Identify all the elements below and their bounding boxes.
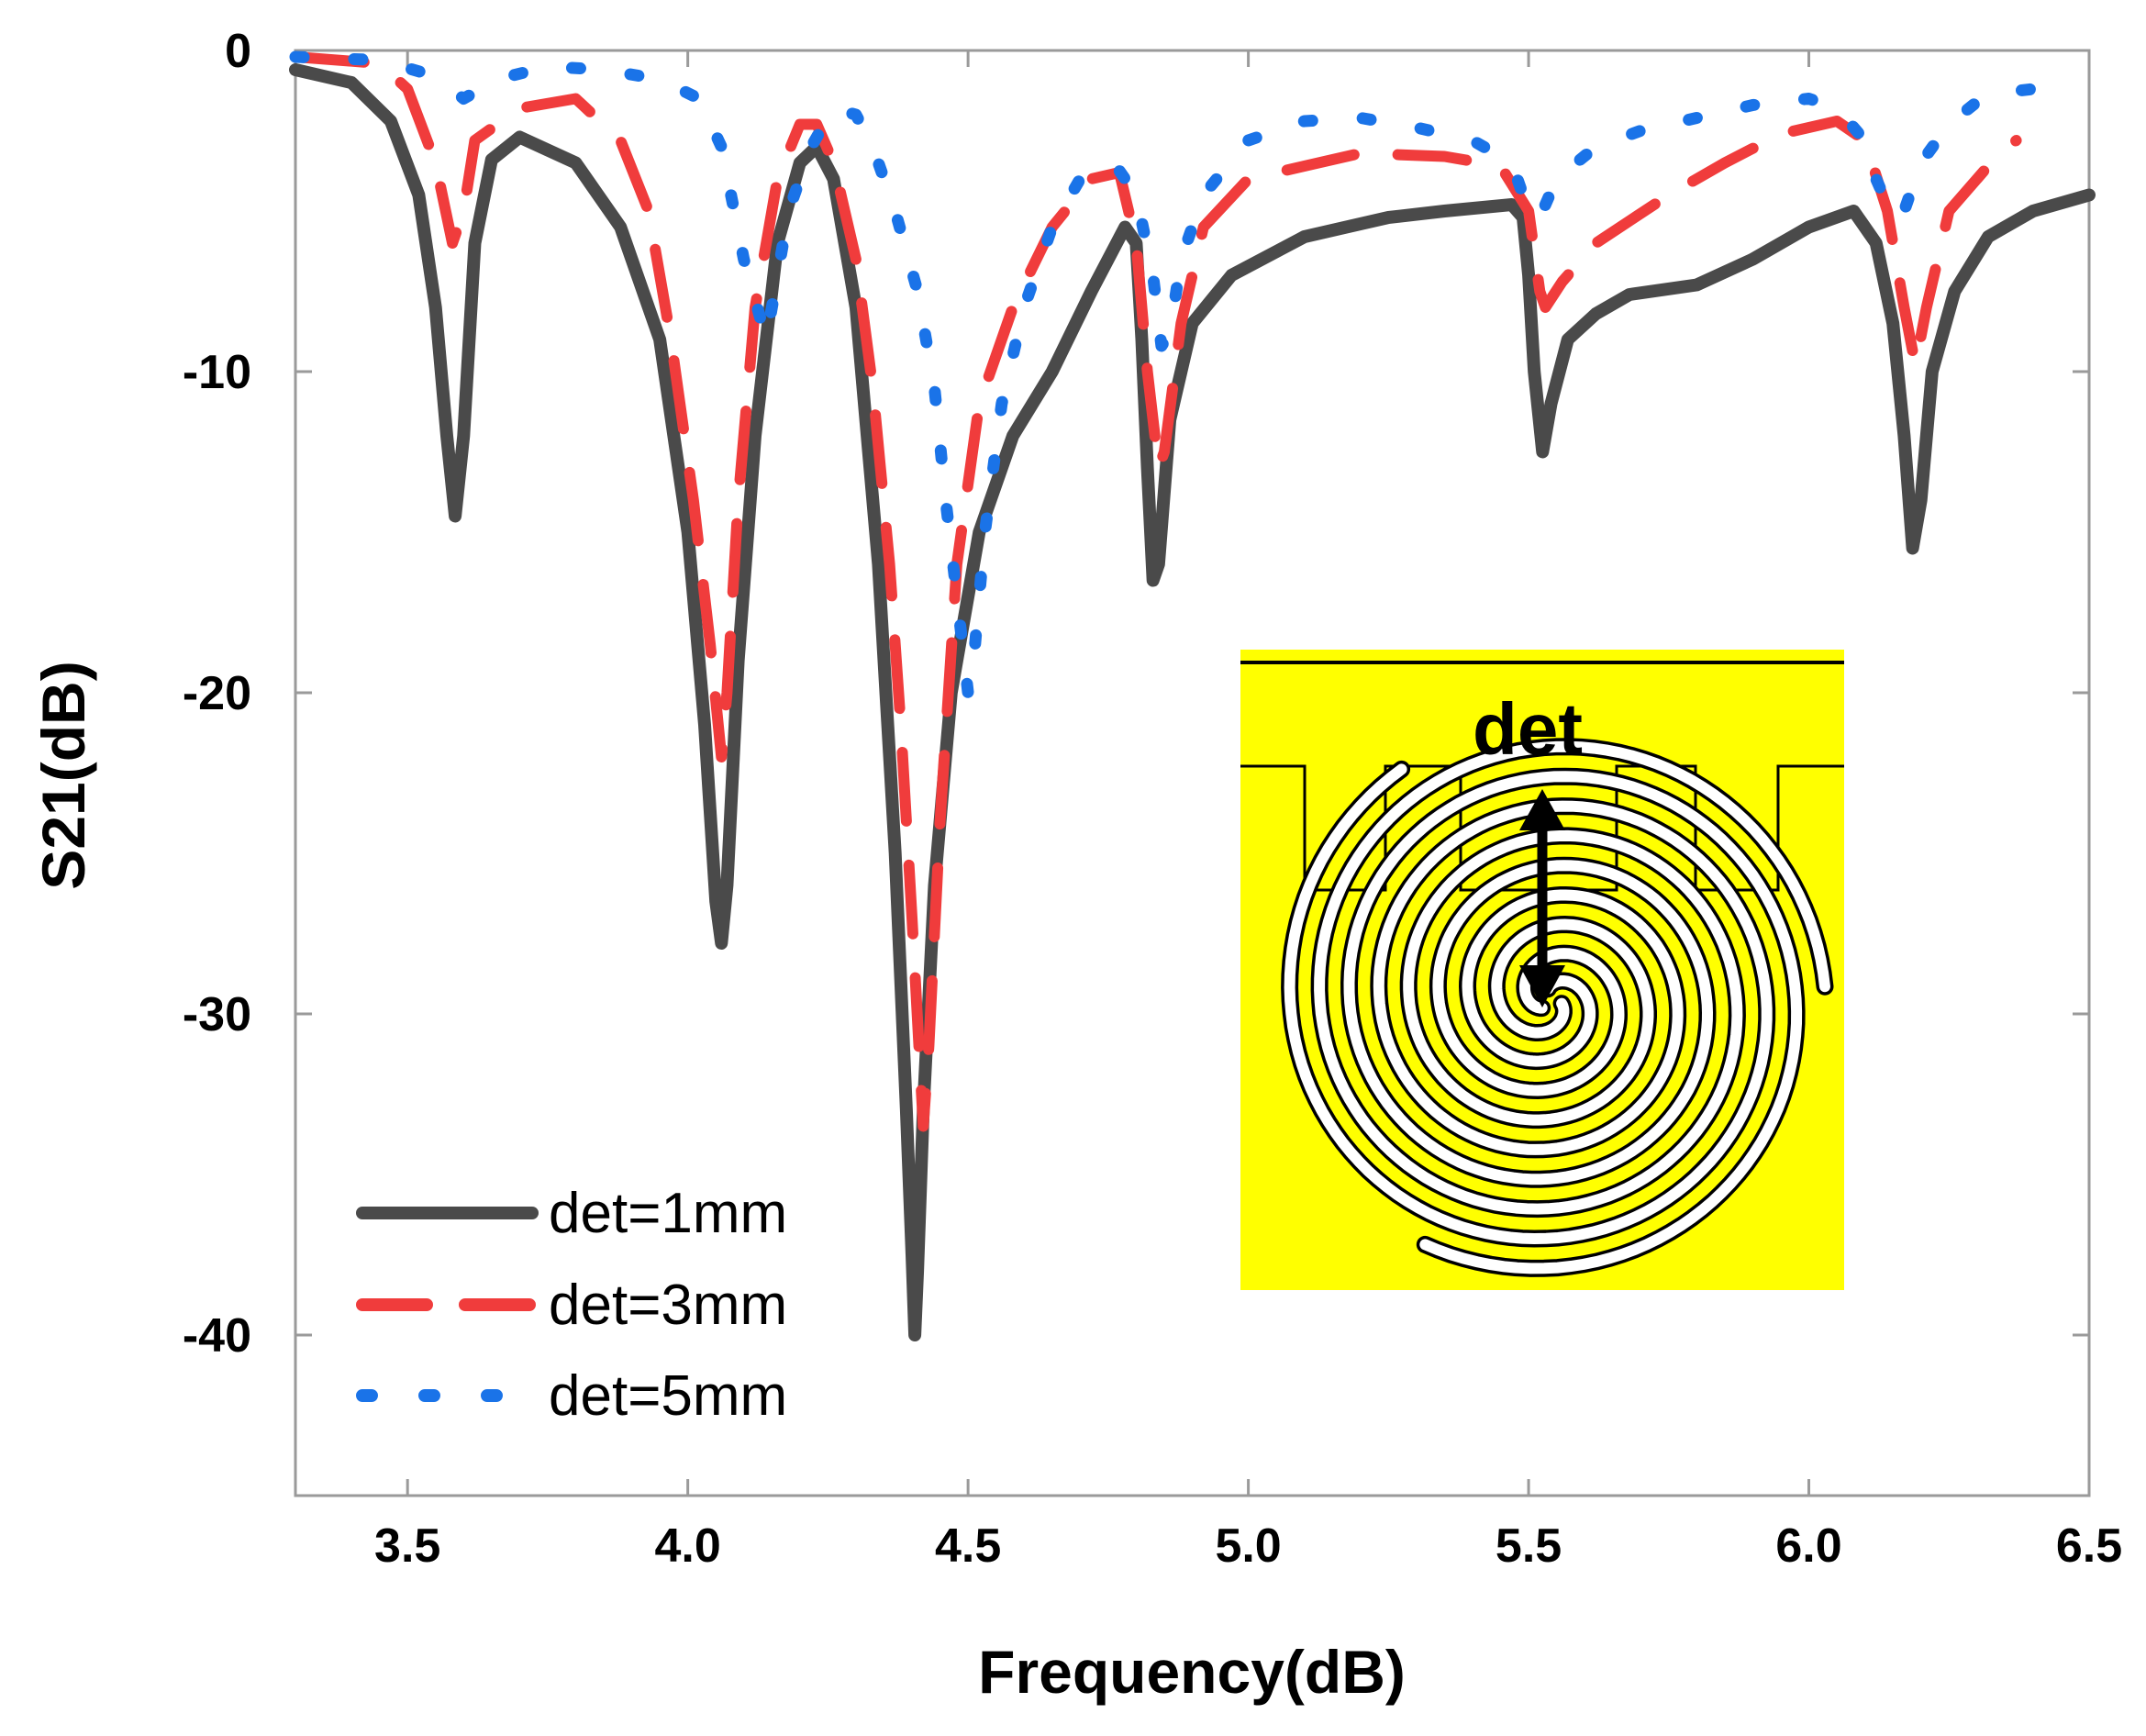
det-arrow-head-up: [1519, 789, 1565, 830]
spiral-arm: [1314, 740, 1830, 1215]
spiral-windings: [1281, 738, 1834, 1277]
x-tick-label: 5.5: [1496, 1519, 1562, 1573]
x-tick-label: 3.5: [374, 1519, 440, 1573]
x-tick-label: 4.5: [935, 1519, 1001, 1573]
inset-structure-diagram: det: [1240, 650, 1844, 1290]
x-tick-label: 6.0: [1775, 1519, 1841, 1573]
x-axis-title: Frequency(dB): [978, 1638, 1406, 1706]
legend-label-det5: det=5mm: [549, 1364, 787, 1428]
series-line-2: [290, 51, 2022, 1132]
legend: det=1mm det=3mm det=5mm: [356, 1182, 787, 1428]
legend-label-det3: det=3mm: [549, 1274, 787, 1337]
y-tick-label: 0: [225, 25, 251, 78]
legend-label-det1: det=1mm: [549, 1182, 787, 1245]
plot-frame: [294, 49, 2091, 1497]
spiral-arm: [1284, 763, 1773, 1245]
det-arrow-head-down: [1519, 965, 1565, 1007]
axis-ticks: [295, 49, 2091, 1496]
y-tick-label: -10: [183, 346, 251, 399]
y-tick-label: -30: [183, 988, 251, 1041]
series-line-1: [289, 63, 2096, 1341]
spiral-arm: [1343, 771, 1803, 1274]
x-tick-label: 6.5: [2056, 1519, 2122, 1573]
y-tick-label: -40: [183, 1309, 251, 1363]
series-line-3: [289, 50, 2040, 699]
tick-labels: 3.5 4.0 4.5 5.0 5.5 6.0 6.5 0 -10 -20 -30 -40: [183, 25, 2122, 1573]
inset-det-label: det: [1473, 688, 1583, 770]
y-tick-label: -20: [183, 667, 251, 720]
x-tick-label: 5.0: [1215, 1519, 1281, 1573]
series-lines: [289, 50, 2096, 1341]
y-axis-title: S21(dB): [29, 661, 97, 889]
x-tick-label: 4.0: [655, 1519, 721, 1573]
